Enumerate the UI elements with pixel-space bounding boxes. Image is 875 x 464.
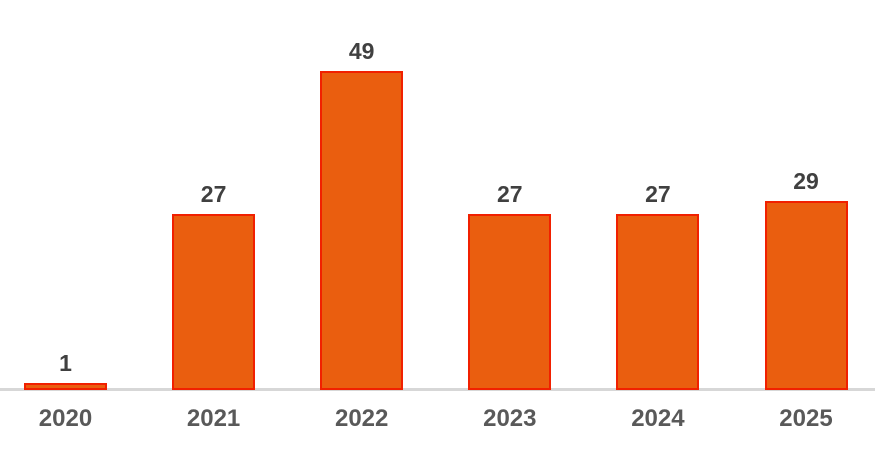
x-tick-label: 2025 [779,405,833,432]
x-axis-line [0,388,875,391]
bar-value-label: 27 [200,181,227,207]
bar-2023 [468,214,552,390]
bar-2025 [764,201,848,390]
bar-value-label: 27 [497,181,523,207]
bar-value-label: 1 [59,350,72,376]
bar-value-label: 27 [645,181,671,207]
bar-2020 [24,383,107,390]
bar-2021 [172,214,256,390]
x-tick-label: 2020 [38,405,93,432]
x-tick-label: 2023 [483,405,537,432]
x-tick-label: 2022 [334,405,389,432]
bar-value-label: 49 [348,38,375,64]
bar-value-label: 29 [793,168,819,194]
bar-2024 [616,214,700,390]
x-tick-label: 2021 [186,405,241,432]
bar-2022 [320,71,404,390]
x-tick-label: 2024 [631,405,685,432]
